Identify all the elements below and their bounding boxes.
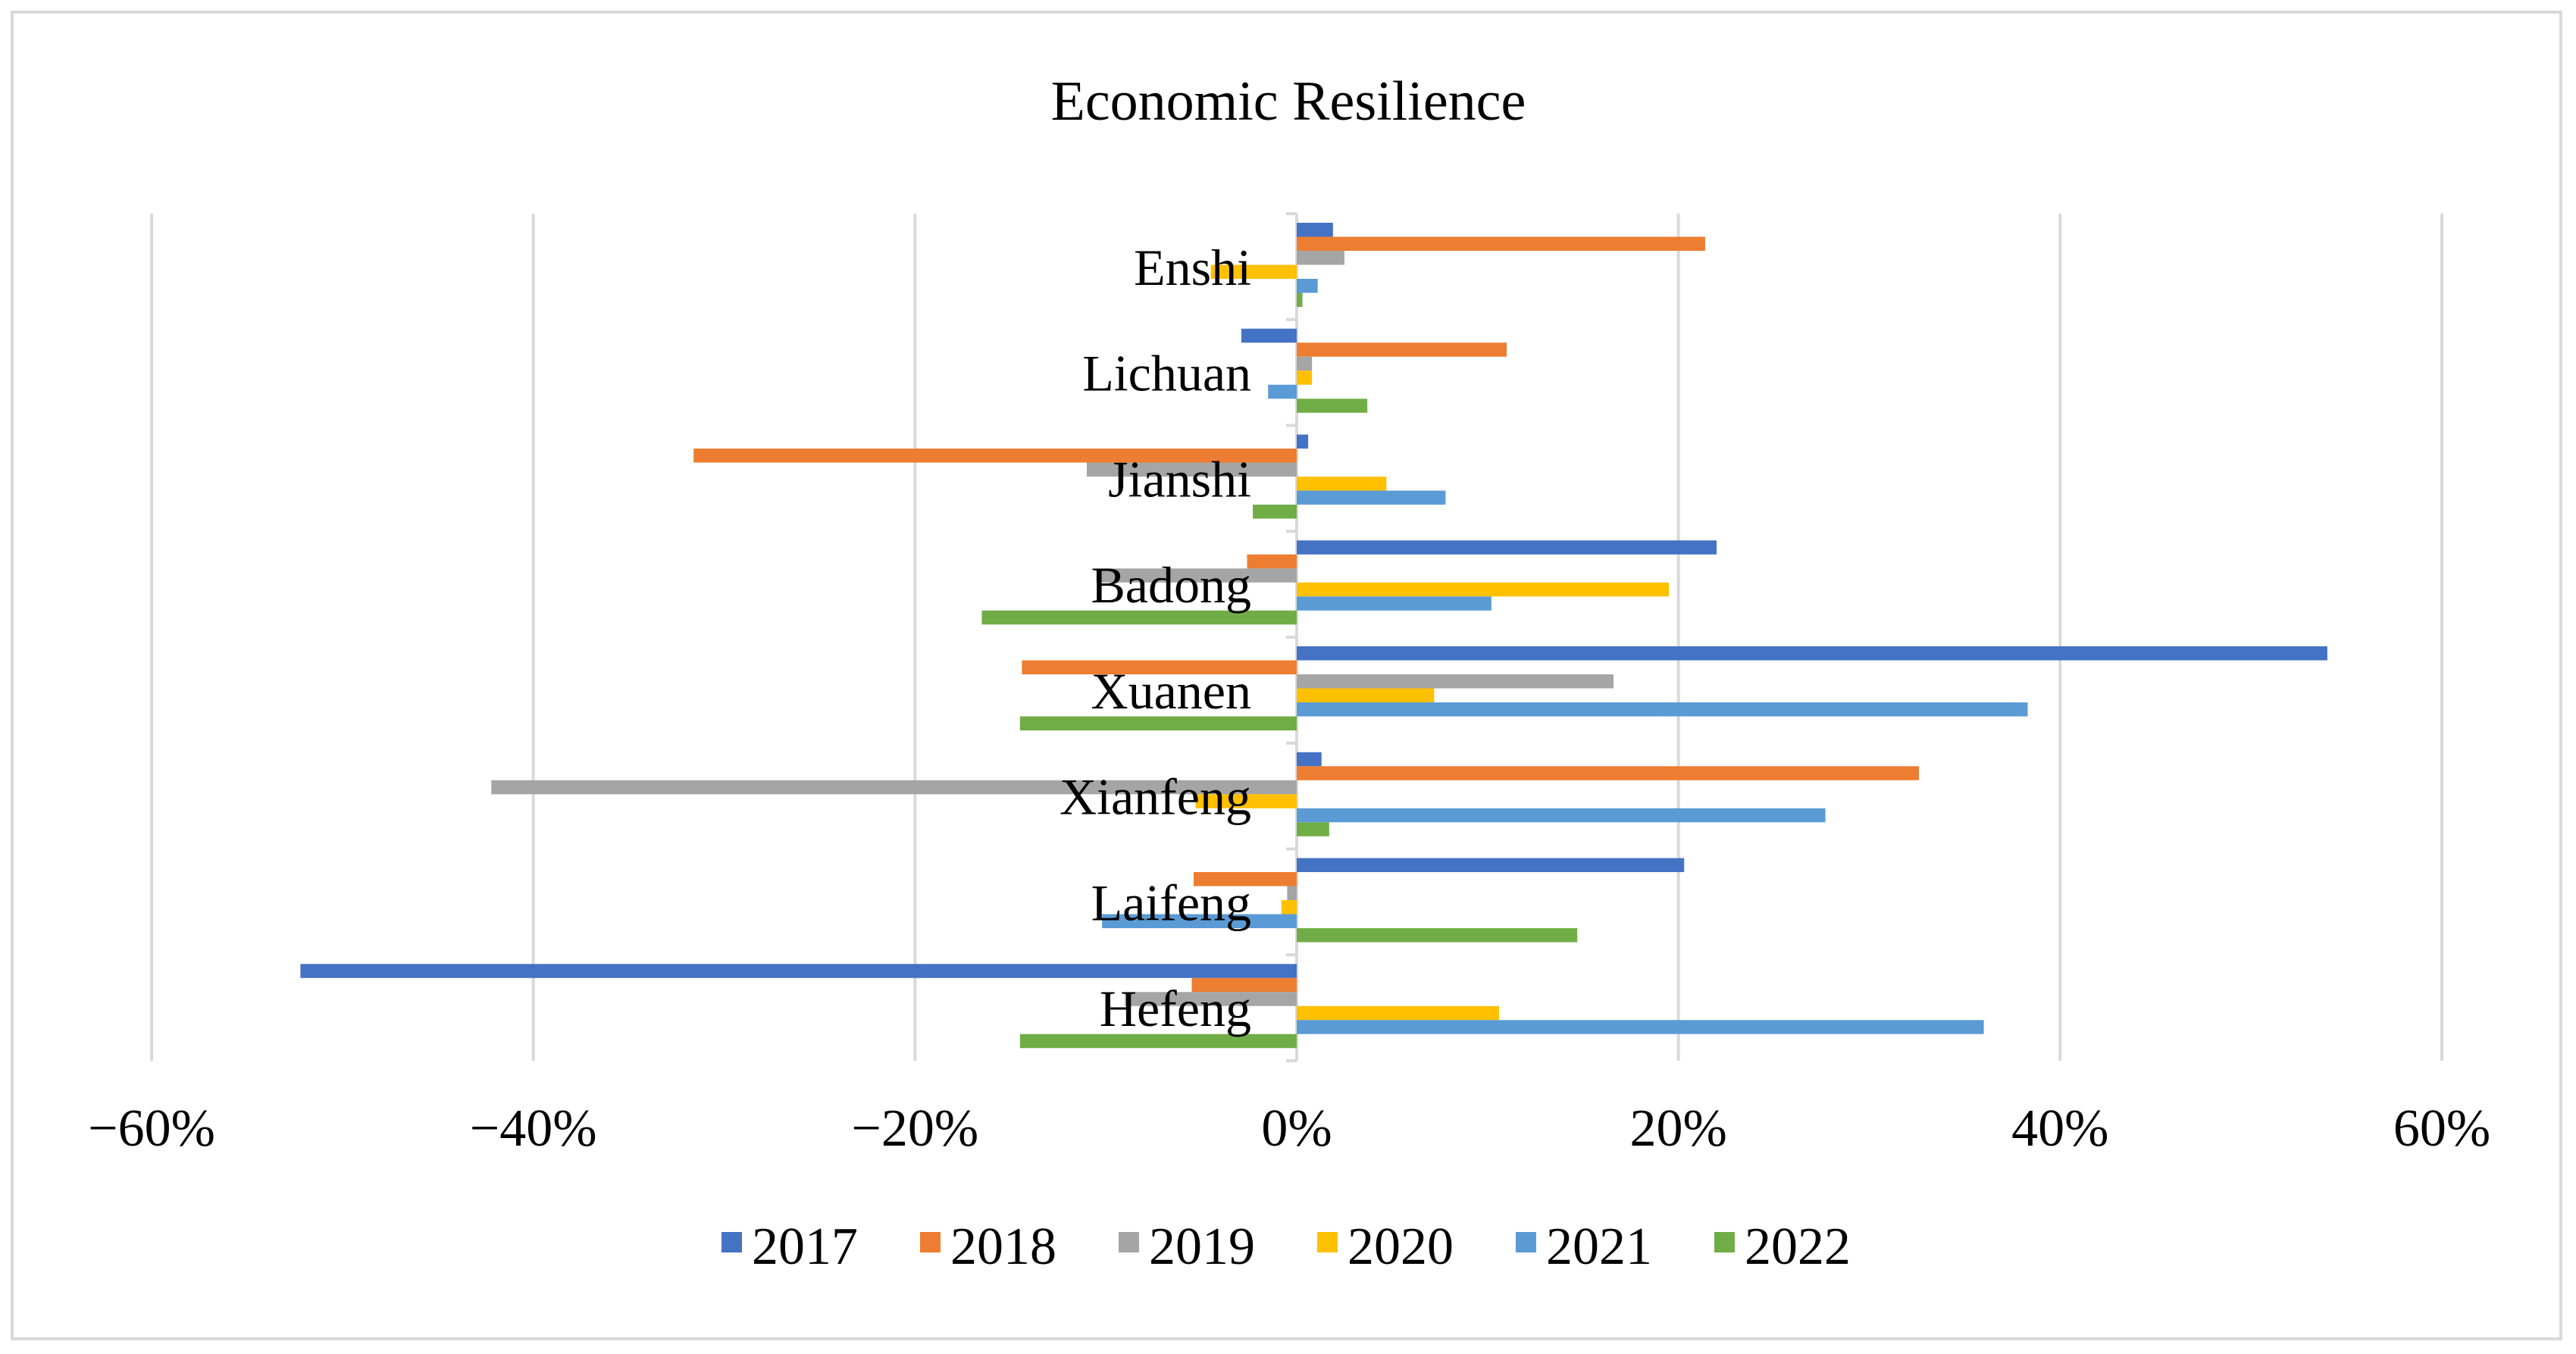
bar-laifeng-2022	[1297, 928, 1578, 943]
category-label: Laifeng	[1091, 874, 1251, 931]
category-label: Enshi	[1134, 239, 1251, 296]
category-label: Xuanen	[1091, 662, 1251, 720]
legend-swatch-2018	[920, 1232, 941, 1252]
x-tick-label: −20%	[851, 1099, 978, 1158]
legend-label-2020: 2020	[1347, 1218, 1454, 1276]
legend-swatch-2022	[1714, 1232, 1735, 1252]
bar-xianfeng-2022	[1297, 822, 1329, 836]
bar-lichuan-2020	[1297, 371, 1313, 385]
chart-frame	[11, 11, 2562, 1340]
bar-xianfeng-2017	[1297, 752, 1322, 767]
bar-badong-2019	[1096, 568, 1297, 583]
bar-laifeng-2017	[1297, 858, 1685, 872]
x-tick-label: −40%	[470, 1099, 597, 1158]
bar-xuanen-2021	[1297, 702, 2028, 717]
bar-xuanen-2017	[1297, 646, 2327, 661]
legend: 2017 2018 2019 2020 2021 2022	[721, 1218, 1851, 1276]
bar-badong-2021	[1297, 596, 1491, 611]
bar-lichuan-2022	[1297, 399, 1368, 413]
bar-xianfeng-2019	[491, 780, 1297, 795]
bar-badong-2020	[1297, 582, 1670, 597]
x-tick-label: 20%	[1630, 1099, 1727, 1158]
bar-jianshi-2019	[1086, 462, 1297, 477]
bar-badong-2017	[1297, 540, 1717, 555]
bar-enshi-2022	[1297, 292, 1303, 307]
bar-xianfeng-2018	[1297, 766, 1919, 780]
chart-title: Economic Resilience	[1051, 70, 1526, 133]
bar-laifeng-2020	[1281, 900, 1297, 915]
bar-xianfeng-2020	[1195, 794, 1297, 808]
legend-label-2017: 2017	[752, 1218, 858, 1276]
bar-hefeng-2017	[300, 964, 1297, 978]
bar-enshi-2018	[1297, 236, 1705, 251]
bar-enshi-2021	[1297, 279, 1318, 293]
legend-swatch-2021	[1516, 1232, 1536, 1252]
bars	[300, 223, 2327, 1049]
x-tick-label: 40%	[2011, 1099, 2108, 1158]
bar-hefeng-2020	[1297, 1005, 1499, 1021]
bar-jianshi-2022	[1253, 505, 1297, 519]
bar-jianshi-2021	[1297, 490, 1446, 505]
bar-enshi-2020	[1210, 264, 1297, 279]
bar-xuanen-2020	[1297, 688, 1435, 702]
bar-laifeng-2018	[1194, 872, 1297, 887]
bar-lichuan-2019	[1297, 356, 1313, 371]
x-tick-label: 0%	[1261, 1099, 1332, 1158]
bar-hefeng-2022	[1019, 1033, 1297, 1049]
bar-badong-2018	[1247, 554, 1297, 569]
bar-xuanen-2019	[1297, 674, 1614, 689]
legend-swatch-2019	[1119, 1232, 1139, 1252]
bar-laifeng-2021	[1102, 914, 1297, 928]
bar-laifeng-2019	[1287, 886, 1297, 900]
bar-jianshi-2017	[1297, 434, 1309, 449]
legend-label-2018: 2018	[950, 1218, 1056, 1276]
bar-badong-2022	[981, 610, 1297, 625]
bar-lichuan-2017	[1241, 328, 1297, 343]
bar-xuanen-2022	[1019, 716, 1297, 730]
bar-hefeng-2018	[1191, 977, 1297, 993]
bar-xianfeng-2021	[1297, 808, 1826, 823]
category-labels: Enshi Lichuan Jianshi Badong Xuanen Xianfeng L…	[1060, 239, 1251, 1037]
legend-label-2019: 2019	[1149, 1218, 1255, 1276]
bar-lichuan-2018	[1297, 342, 1507, 357]
category-label: Jianshi	[1108, 450, 1251, 508]
category-label: Hefeng	[1100, 980, 1251, 1037]
bar-hefeng-2019	[1125, 992, 1297, 1006]
x-tick-label: −60%	[88, 1099, 215, 1158]
bar-enshi-2019	[1297, 251, 1344, 265]
bar-jianshi-2018	[693, 449, 1297, 463]
x-tick-labels: −60% −40% −20% 0% 20% 40% 60%	[88, 1099, 2490, 1158]
legend-label-2021: 2021	[1546, 1218, 1652, 1276]
bar-hefeng-2021	[1297, 1020, 1984, 1034]
x-tick-label: 60%	[2393, 1099, 2490, 1158]
category-label: Badong	[1091, 556, 1251, 614]
gridlines	[150, 214, 2443, 1061]
bar-jianshi-2020	[1297, 477, 1387, 491]
bar-enshi-2017	[1297, 223, 1333, 237]
legend-swatch-2020	[1317, 1232, 1338, 1252]
category-label: Xianfeng	[1060, 768, 1251, 826]
legend-swatch-2017	[721, 1232, 742, 1252]
bar-lichuan-2021	[1268, 384, 1297, 399]
bar-xuanen-2018	[1022, 660, 1297, 674]
legend-label-2022: 2022	[1745, 1218, 1851, 1276]
category-label: Lichuan	[1082, 345, 1251, 402]
